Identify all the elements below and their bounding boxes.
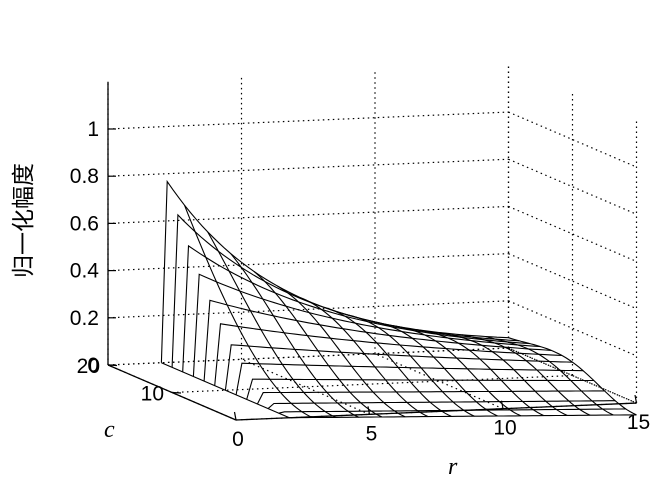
y-tick-label: 10 bbox=[141, 383, 164, 406]
grid-line bbox=[374, 353, 504, 410]
mesh-line-r bbox=[438, 331, 568, 416]
mesh-line-r bbox=[462, 334, 591, 416]
mesh-line-c bbox=[224, 344, 573, 391]
mesh-line-r bbox=[161, 362, 290, 419]
z-axis-label: 归一化幅度 bbox=[11, 163, 37, 278]
mesh-line-r bbox=[299, 297, 429, 418]
mesh-line-c bbox=[256, 390, 605, 405]
grid-line bbox=[508, 300, 637, 357]
mesh-line-r bbox=[392, 325, 522, 417]
mesh-line-r bbox=[207, 231, 336, 418]
mesh-line-c bbox=[235, 362, 584, 395]
grid-lines bbox=[107, 64, 638, 421]
x-axis-label: r bbox=[448, 454, 458, 480]
grid-line bbox=[508, 347, 637, 404]
grid-line bbox=[508, 111, 637, 168]
z-tick-label: 0.6 bbox=[70, 212, 99, 235]
x-tick-label: 0 bbox=[232, 428, 244, 451]
y-tick bbox=[171, 391, 182, 394]
mesh-line-c bbox=[192, 273, 541, 377]
mesh-line-c bbox=[267, 400, 616, 410]
grid-line bbox=[107, 158, 509, 177]
z-tick-label: 0.2 bbox=[70, 307, 99, 330]
y-axis-label: c bbox=[104, 417, 115, 443]
grid-line bbox=[171, 374, 573, 394]
grid-line bbox=[508, 205, 637, 263]
grid-line bbox=[241, 358, 370, 415]
grid-line bbox=[107, 253, 509, 272]
mesh-line-c bbox=[278, 408, 626, 414]
z-tick-label: 0 bbox=[87, 354, 99, 377]
mesh-line-r bbox=[253, 270, 383, 418]
grid-line bbox=[107, 347, 509, 366]
x-tick bbox=[367, 406, 371, 415]
mesh-line-c bbox=[214, 323, 562, 386]
y-tick-label: 20 bbox=[77, 355, 100, 378]
x-tick-label: 10 bbox=[493, 417, 516, 440]
mesh-line-r bbox=[323, 306, 452, 417]
grid-line bbox=[107, 300, 509, 319]
grid-line bbox=[508, 347, 637, 404]
mesh-line-c bbox=[246, 378, 594, 400]
x-tick-label: 15 bbox=[627, 411, 650, 434]
mesh-line-r bbox=[346, 314, 475, 417]
mesh-line-c bbox=[289, 414, 637, 419]
mesh-line-c bbox=[182, 244, 530, 372]
y-tick bbox=[107, 364, 118, 367]
mesh-line-c bbox=[203, 299, 552, 382]
grid-line bbox=[508, 158, 637, 215]
x-tick bbox=[233, 411, 237, 421]
mesh-line-r bbox=[183, 204, 313, 419]
mesh-line-r bbox=[485, 335, 614, 416]
x-tick bbox=[634, 394, 638, 404]
z-tick-label: 0.4 bbox=[70, 260, 100, 283]
z-tick-label: 1 bbox=[87, 118, 99, 141]
grid-line bbox=[107, 205, 509, 224]
mesh-line-r bbox=[276, 285, 406, 418]
mesh-line-r bbox=[415, 328, 545, 417]
surface-mesh bbox=[160, 179, 637, 419]
x-tick-label: 5 bbox=[366, 422, 378, 445]
z-tick-label: 0.8 bbox=[70, 165, 99, 188]
grid-line bbox=[107, 111, 509, 130]
mesh-line-r bbox=[508, 337, 637, 416]
mesh-line-r bbox=[369, 320, 498, 417]
mesh-line-r bbox=[230, 253, 360, 418]
grid-line bbox=[508, 253, 637, 310]
